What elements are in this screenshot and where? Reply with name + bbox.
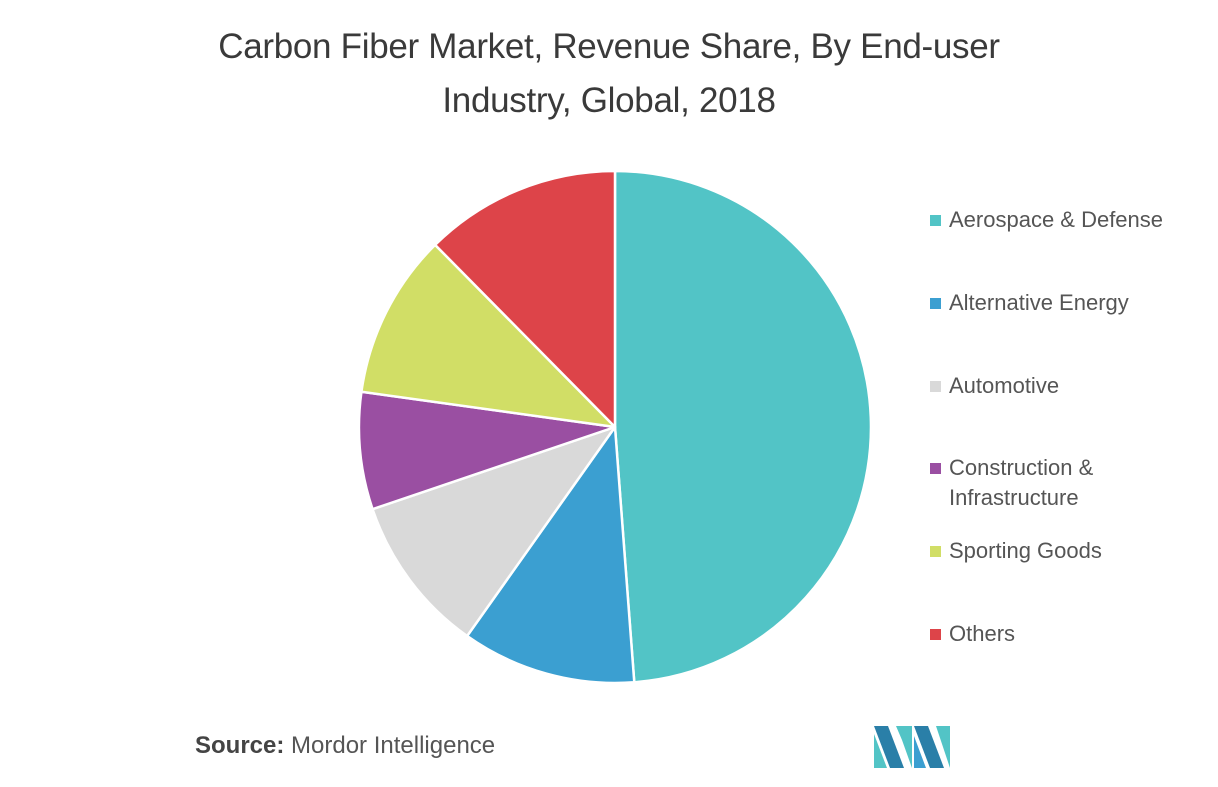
legend-item-alternative-energy[interactable]: Alternative Energy bbox=[930, 288, 1129, 318]
legend-item-construction-infrastructure[interactable]: Construction & Infrastructure bbox=[930, 453, 1093, 513]
legend-label: Alternative Energy bbox=[949, 290, 1129, 315]
legend-swatch bbox=[930, 629, 941, 640]
pie-slice-aerospace-defense[interactable] bbox=[613, 169, 873, 684]
legend-label: Automotive bbox=[949, 373, 1060, 398]
source-text: Mordor Intelligence bbox=[291, 732, 496, 759]
pie-slice-others[interactable] bbox=[433, 169, 617, 429]
pie-slice-alternative-energy[interactable] bbox=[465, 425, 636, 685]
legend-label: Sporting Goods bbox=[949, 538, 1102, 563]
legend-swatch bbox=[930, 215, 941, 226]
legend-label: Construction & Infrastructure bbox=[949, 455, 1094, 510]
source-note: Source: Mordor Intelligence bbox=[195, 732, 495, 760]
legend-swatch bbox=[930, 463, 941, 474]
chart-title: Carbon Fiber Market, Revenue Share, By E… bbox=[100, 20, 1118, 128]
legend-item-others[interactable]: Others bbox=[930, 619, 1015, 649]
pie-slice-construction-infrastructure[interactable] bbox=[357, 390, 617, 511]
legend-swatch bbox=[930, 298, 941, 309]
pie-slice-sporting-goods[interactable] bbox=[360, 243, 617, 429]
legend-label: Others bbox=[949, 621, 1016, 646]
legend-label: Aerospace & Defense bbox=[949, 207, 1164, 232]
chart-title-line-1: Carbon Fiber Market, Revenue Share, By E… bbox=[218, 27, 1000, 66]
mordor-intelligence-logo-icon bbox=[874, 726, 950, 768]
legend-swatch bbox=[930, 546, 941, 557]
source-label: Source: bbox=[195, 732, 285, 759]
legend-item-sporting-goods[interactable]: Sporting Goods bbox=[930, 536, 1102, 566]
pie-slice-automotive[interactable] bbox=[371, 425, 617, 638]
legend-item-aerospace-defense[interactable]: Aerospace & Defense bbox=[930, 205, 1163, 235]
legend-swatch bbox=[930, 381, 941, 392]
legend-item-automotive[interactable]: Automotive bbox=[930, 371, 1059, 401]
chart-title-line-2: Industry, Global, 2018 bbox=[442, 81, 776, 120]
